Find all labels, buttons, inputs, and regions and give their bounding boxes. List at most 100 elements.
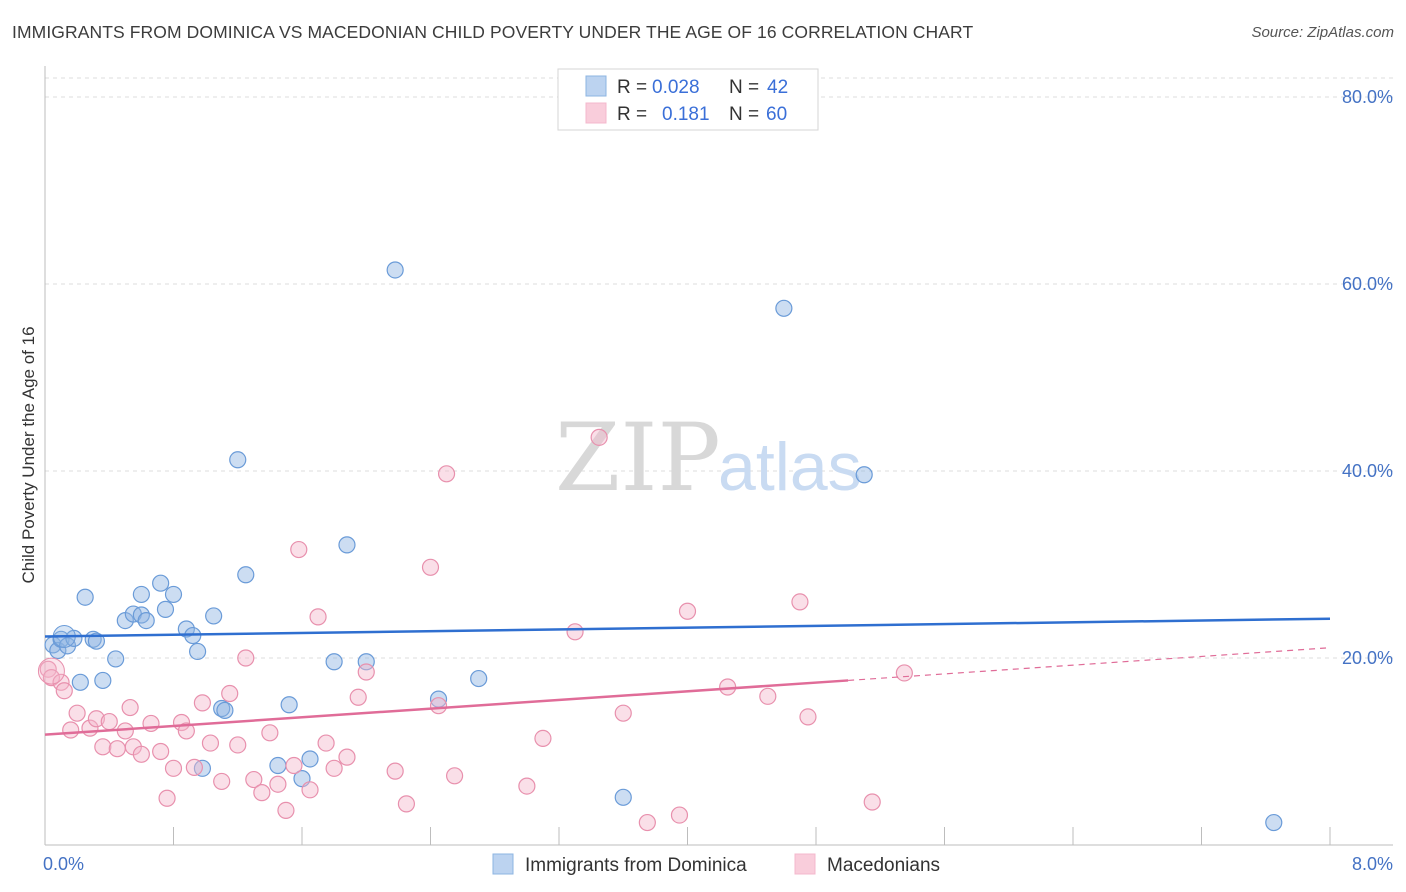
point-macedonians-32 [277,801,295,820]
point-macedonians-7 [87,710,106,728]
point-dominica-6 [76,588,94,606]
data-points [37,261,1283,832]
point-macedonians-34 [290,540,308,559]
point-macedonians-52 [614,704,632,722]
series-legend-swatch-dominica [492,853,514,875]
trend-line-macedonians [44,679,849,736]
x-tick-label-max: 8.0% [1352,854,1393,874]
point-macedonians-1 [42,669,61,687]
point-dominica-13 [132,606,150,624]
point-dominica-33 [338,536,356,554]
point-macedonians-48 [518,777,536,795]
point-macedonians-45 [429,697,448,715]
legend-r-value-1: 0.028 [652,77,700,98]
point-macedonians-18 [164,759,183,777]
point-macedonians-24 [213,772,231,791]
point-dominica-27 [237,566,255,584]
y-tick-label-20: 20.0% [1342,648,1393,668]
point-dominica-10 [107,650,125,668]
point-macedonians-40 [349,688,367,706]
point-macedonians-57 [759,687,777,705]
point-macedonians-8 [94,738,112,756]
trend-line-macedonians-extrapolated [848,647,1331,682]
legend-r-value-2: 0.181 [662,104,710,125]
point-macedonians-55 [678,602,697,620]
point-macedonians-39 [338,748,356,766]
y-tick-labels: 20.0% 40.0% 60.0% 80.0% [1342,87,1393,668]
series-legend-swatch-macedonians [794,853,816,875]
series-legend-label-dominica: Immigrants from Dominica [525,855,747,876]
legend-swatch-dominica [585,75,607,97]
x-tick-label-min: 0.0% [43,854,84,874]
watermark-atlas: atlas [718,429,862,505]
point-dominica-5 [71,673,89,691]
point-macedonians-60 [863,793,881,811]
point-dominica-26 [229,451,247,469]
point-dominica-37 [470,669,488,688]
y-tick-label-40: 40.0% [1342,461,1393,481]
point-macedonians-4 [62,721,80,739]
point-dominica-39 [775,299,793,317]
x-tick-labels: 0.0% 8.0% [43,854,1393,874]
point-dominica-18 [164,585,183,604]
point-dominica-35 [386,261,404,279]
point-dominica-16 [152,574,170,592]
point-dominica-31 [301,750,319,768]
point-dominica-23 [205,607,223,625]
point-dominica-38 [614,788,632,806]
point-dominica-8 [87,632,106,650]
y-axis-label: Child Poverty Under the Age of 16 [19,326,38,583]
point-macedonians-21 [185,758,203,776]
chart-title: IMMIGRANTS FROM DOMINICA VS MACEDONIAN C… [12,22,974,42]
point-macedonians-37 [317,734,335,752]
point-dominica-15 [132,585,150,604]
stats-legend: R = 0.028 N = 42 R = 0.181 N = 60 [557,68,819,131]
point-macedonians-3 [55,682,73,700]
point-macedonians-59 [799,708,817,726]
legend-r-label-2: R = [617,104,647,125]
point-macedonians-61 [895,664,913,682]
point-macedonians-30 [261,724,279,742]
point-macedonians-20 [177,722,195,740]
point-macedonians-29 [253,784,271,802]
point-macedonians-31 [269,775,287,793]
point-macedonians-38 [325,759,343,777]
point-macedonians-17 [158,789,176,807]
point-dominica-19 [177,620,195,638]
point-macedonians-36 [309,608,327,626]
point-dominica-29 [280,696,298,714]
point-dominica-9 [94,671,112,690]
point-dominica-32 [325,653,343,671]
series-legend: Immigrants from Dominica Macedonians [492,853,940,876]
watermark: ZIP atlas [555,404,862,513]
axes [44,66,1393,846]
point-macedonians-cluster [37,657,65,685]
series-legend-label-macedonians: Macedonians [827,855,940,876]
point-macedonians-11 [116,722,134,740]
point-macedonians-51 [590,428,608,446]
point-macedonians-35 [301,781,319,799]
point-macedonians-22 [193,694,212,712]
point-dominica-40 [855,466,873,484]
point-macedonians-25 [221,684,239,703]
point-macedonians-26 [229,736,247,754]
point-dominica-28 [269,756,287,775]
point-dominica-1 [49,641,67,660]
source-credit: Source: ZipAtlas.com [1251,24,1394,41]
legend-r-label-1: R = [617,77,647,98]
legend-n-value-2: 60 [766,104,787,125]
point-dominica-41 [1265,813,1283,832]
legend-swatch-macedonians [585,102,607,124]
point-macedonians-47 [445,767,464,785]
point-macedonians-9 [100,712,118,731]
point-dominica-14 [137,611,155,630]
point-macedonians-49 [534,729,552,748]
point-macedonians-50 [566,623,584,641]
point-macedonians-16 [152,742,170,761]
point-macedonians-5 [68,704,86,722]
point-dominica-17 [156,600,175,618]
point-macedonians-41 [357,663,375,681]
y-tick-label-60: 60.0% [1342,274,1393,294]
y-tick-label-80: 80.0% [1342,87,1393,107]
